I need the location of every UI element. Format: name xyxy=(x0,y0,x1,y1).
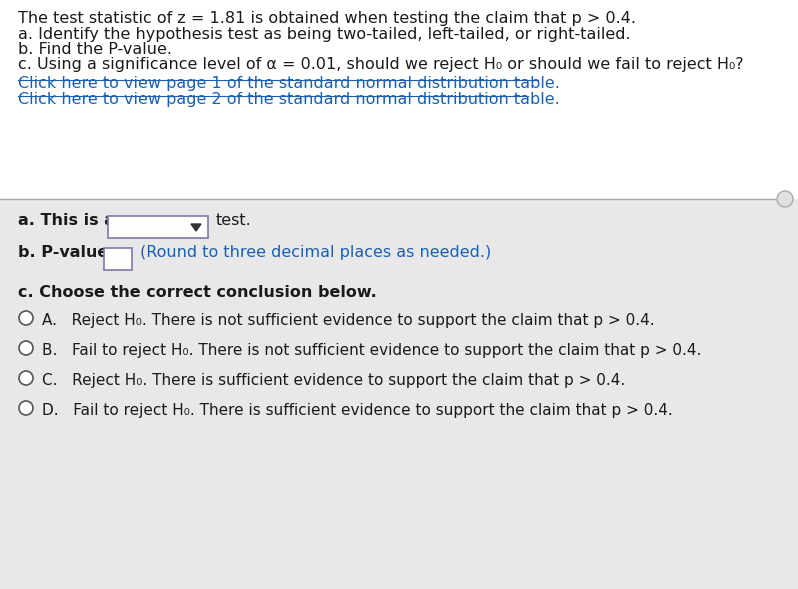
FancyBboxPatch shape xyxy=(0,199,798,589)
Circle shape xyxy=(19,311,33,325)
Polygon shape xyxy=(191,224,201,231)
Text: b. P-value =: b. P-value = xyxy=(18,245,128,260)
FancyBboxPatch shape xyxy=(0,0,798,199)
Text: Click here to view page 2 of the standard normal distribution table.: Click here to view page 2 of the standar… xyxy=(18,92,559,107)
Circle shape xyxy=(19,341,33,355)
Text: c. Using a significance level of α = 0.01, should we reject H₀ or should we fail: c. Using a significance level of α = 0.0… xyxy=(18,57,744,72)
Text: c. Choose the correct conclusion below.: c. Choose the correct conclusion below. xyxy=(18,285,377,300)
Text: a. Identify the hypothesis test as being two-tailed, left-tailed, or right-taile: a. Identify the hypothesis test as being… xyxy=(18,27,630,42)
Text: A.   Reject H₀. There is not sufficient evidence to support the claim that p > 0: A. Reject H₀. There is not sufficient ev… xyxy=(42,313,654,328)
Text: B.   Fail to reject H₀. There is not sufficient evidence to support the claim th: B. Fail to reject H₀. There is not suffi… xyxy=(42,343,701,358)
FancyBboxPatch shape xyxy=(104,248,132,270)
Text: C.   Reject H₀. There is sufficient evidence to support the claim that p > 0.4.: C. Reject H₀. There is sufficient eviden… xyxy=(42,373,626,388)
Text: b. Find the P-value.: b. Find the P-value. xyxy=(18,42,172,57)
Text: D.   Fail to reject H₀. There is sufficient evidence to support the claim that p: D. Fail to reject H₀. There is sufficien… xyxy=(42,403,673,418)
Text: (Round to three decimal places as needed.): (Round to three decimal places as needed… xyxy=(140,245,492,260)
FancyBboxPatch shape xyxy=(108,216,208,238)
Circle shape xyxy=(777,191,793,207)
Text: test.: test. xyxy=(216,213,251,228)
Circle shape xyxy=(19,371,33,385)
Text: The test statistic of z = 1.81 is obtained when testing the claim that p > 0.4.: The test statistic of z = 1.81 is obtain… xyxy=(18,11,636,26)
Text: Click here to view page 1 of the standard normal distribution table.: Click here to view page 1 of the standar… xyxy=(18,76,560,91)
Text: a. This is a: a. This is a xyxy=(18,213,115,228)
Circle shape xyxy=(19,401,33,415)
